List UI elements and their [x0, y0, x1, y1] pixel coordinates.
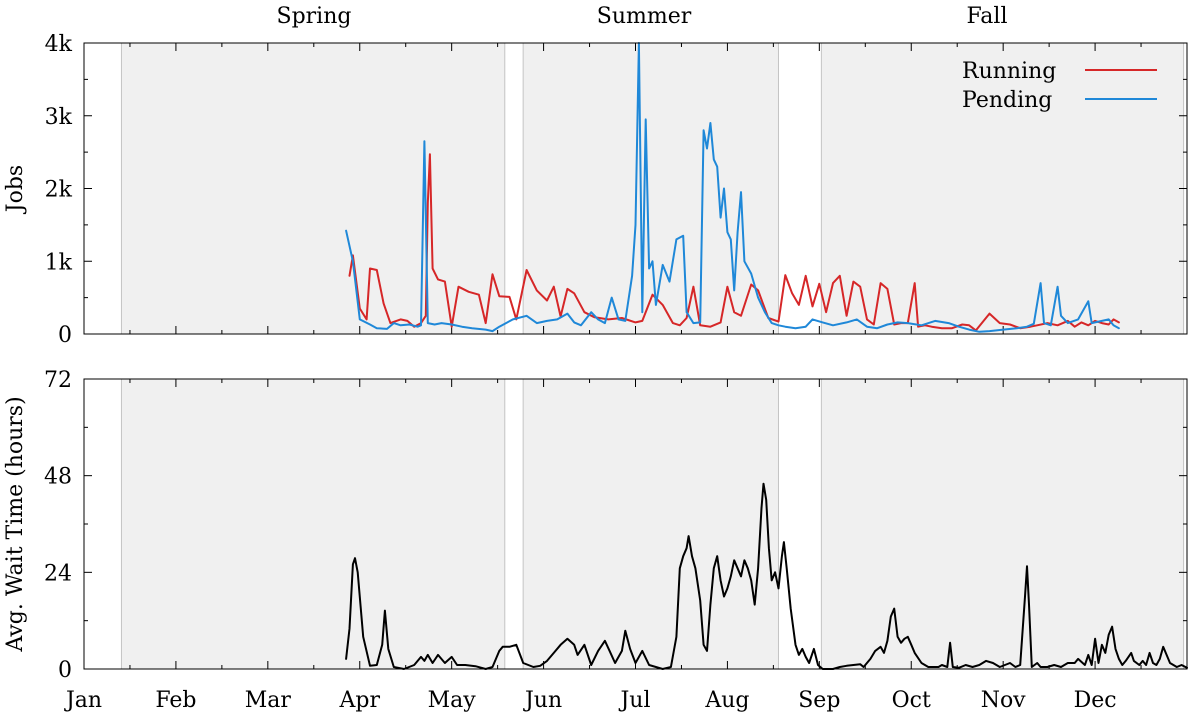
wait-time-series-line: [345, 482, 1188, 670]
month-label: Nov: [981, 688, 1026, 713]
month-tick-labels: Jan Feb Mar Apr May Jun Jul Aug Sep Oct Nov Dec: [64, 688, 1117, 713]
top-y-axis-title: Jobs: [3, 165, 28, 214]
y-tick-label: 0: [58, 323, 72, 348]
month-label: Apr: [339, 688, 381, 713]
legend-label-running: Running: [962, 59, 1056, 84]
season-shading: [120, 42, 1185, 670]
top-panel-series: [345, 42, 1120, 333]
month-label: Feb: [155, 688, 196, 713]
season-band-0-top: [120, 42, 506, 335]
y-tick-label: 0: [58, 658, 72, 683]
season-band-2-bottom: [820, 378, 1185, 670]
y-tick-label: 24: [44, 561, 72, 586]
season-label-spring: Spring: [277, 4, 352, 29]
month-label: Sep: [798, 688, 840, 713]
season-band-1-bottom: [522, 378, 779, 670]
bottom-panel-series: [345, 482, 1188, 670]
y-tick-label: 48: [44, 465, 72, 490]
season-label-fall: Fall: [967, 4, 1008, 29]
month-label: May: [428, 688, 477, 713]
season-label-summer: Summer: [597, 4, 692, 29]
y-tick-label: 4k: [45, 32, 73, 57]
month-label: Jul: [618, 688, 650, 713]
y-tick-label: 72: [44, 368, 72, 393]
top-y-tick-labels: 0 1k 2k 3k 4k: [45, 32, 73, 348]
season-band-2-top: [820, 42, 1185, 335]
running-series-line: [348, 153, 1120, 332]
month-label: Oct: [892, 688, 931, 713]
month-label: Jun: [523, 688, 562, 713]
bottom-panel-frame: [83, 378, 1188, 670]
bottom-y-axis-title: Avg. Wait Time (hours): [3, 396, 28, 652]
legend: Running Pending: [962, 59, 1157, 113]
bottom-y-tick-labels: 0 24 48 72: [44, 368, 72, 683]
pending-series-line: [345, 42, 1120, 333]
month-label: Mar: [245, 688, 292, 713]
top-panel-frame: [83, 42, 1188, 335]
month-label: Jan: [64, 688, 102, 713]
y-tick-label: 2k: [45, 178, 73, 203]
y-tick-label: 3k: [45, 105, 73, 130]
season-band-1-top: [522, 42, 779, 335]
month-label: Aug: [704, 688, 749, 713]
top-panel-ticks: [83, 42, 1187, 335]
season-band-0-bottom: [120, 378, 506, 670]
season-labels: Spring Summer Fall: [277, 4, 1008, 29]
legend-label-pending: Pending: [962, 88, 1052, 113]
y-tick-label: 1k: [45, 250, 73, 275]
month-label: Dec: [1074, 688, 1117, 713]
